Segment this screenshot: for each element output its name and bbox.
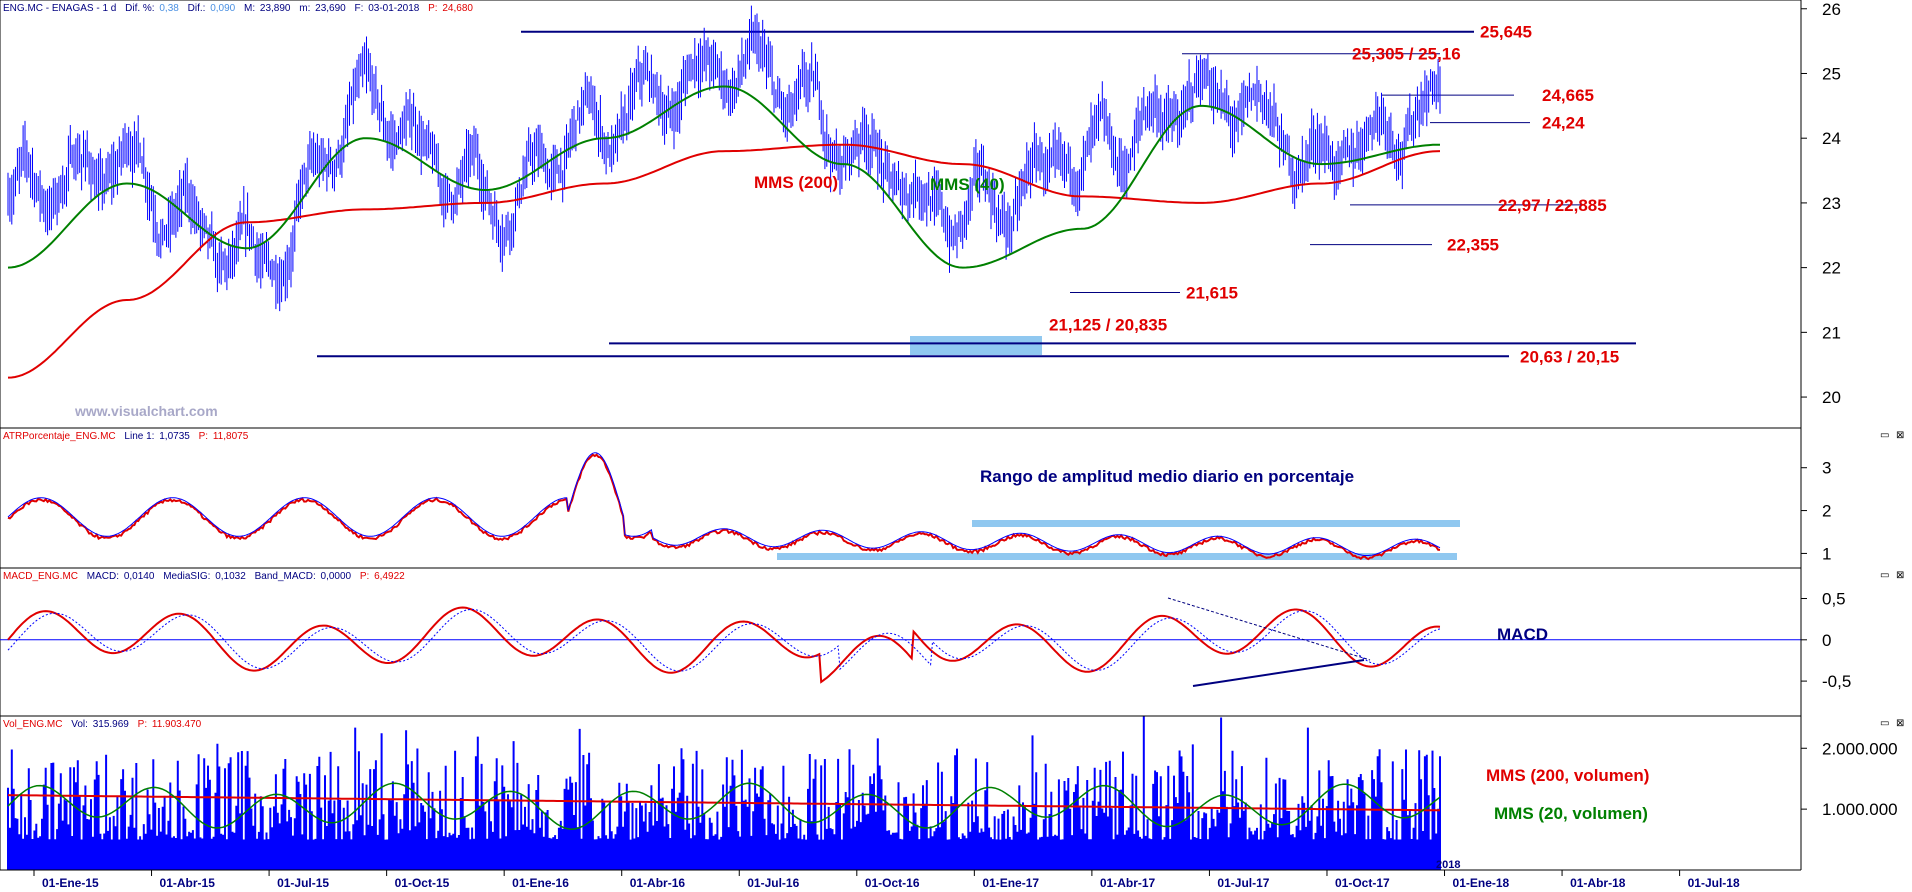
x-tick-label: 01-Jul-16	[747, 876, 799, 890]
macd-line	[7, 606, 1441, 684]
mms200-line	[7, 143, 1441, 379]
level-label: 21,125 / 20,835	[1049, 315, 1167, 334]
support-zone-highlight	[910, 336, 1042, 355]
y-tick-label: 20	[1822, 388, 1841, 407]
atr-header: ATRPorcentaje_ENG.MC Line 1: 1,0735 P: 1…	[3, 431, 249, 442]
y-axis-ticks: 202122232425261230,50-0,52.000.0001.000.…	[1801, 0, 1898, 819]
panel-window-controls: ▭ ⊠ ▭ ⊠ ▭ ⊠	[1880, 430, 1904, 729]
y-tick-label: 0	[1822, 631, 1831, 650]
level-label: 24,665	[1542, 86, 1594, 105]
y-tick-label: 21	[1822, 323, 1841, 342]
atr-plot-area	[0, 427, 1802, 569]
level-label: 20,63 / 20,15	[1520, 347, 1619, 366]
y-tick-label: 2.000.000	[1822, 739, 1898, 758]
level-label: 22,355	[1447, 236, 1499, 255]
atr-annotation: Rango de amplitud medio diario en porcen…	[980, 467, 1354, 486]
minimize-icon[interactable]: ▭	[1880, 430, 1889, 441]
y-tick-label: 1.000.000	[1822, 800, 1898, 819]
volume-mms20-line	[7, 782, 1441, 830]
level-label: 22,97 / 22,885	[1498, 196, 1607, 215]
x-tick-label: 01-Oct-16	[865, 876, 920, 890]
y-tick-label: 26	[1822, 0, 1841, 19]
x-axis: 01-Ene-15 01-Abr-15 01-Jul-15 01-Oct-15 01-E…	[0, 869, 1801, 890]
x-tick-label: 01-Oct-15	[395, 876, 450, 890]
macd-trendline-down	[1167, 597, 1371, 661]
volume-bar-path	[7, 716, 1441, 870]
y-tick-label: 1	[1822, 544, 1831, 563]
y-tick-label: 23	[1822, 194, 1841, 213]
axis-background	[1801, 0, 1912, 892]
level-labels: 25,645 25,305 / 25,16 24,665 24,24 22,97 / 2…	[1049, 23, 1619, 367]
x-tick-label: 01-Abr-16	[630, 876, 686, 890]
close-icon[interactable]: ⊠	[1896, 718, 1904, 729]
x-tick-label: 01-Jul-18	[1688, 876, 1740, 890]
close-icon[interactable]: ⊠	[1896, 570, 1904, 581]
atr-line	[7, 453, 1441, 561]
y-tick-label: 3	[1822, 459, 1831, 478]
price-bar-path	[7, 5, 1441, 312]
y-tick-label: 24	[1822, 129, 1841, 148]
x-tick-label: 01-Abr-17	[1100, 876, 1156, 890]
y-tick-label: 22	[1822, 259, 1841, 278]
watermark: www.visualchart.com	[74, 403, 218, 419]
price-bars	[7, 5, 1441, 312]
x-tick-label: 01-Ene-17	[982, 876, 1039, 890]
mms200-label: MMS (200)	[754, 173, 838, 192]
macd-header: MACD_ENG.MC MACD: 0,0140 MediaSIG: 0,103…	[3, 571, 405, 582]
y-tick-label: 2	[1822, 502, 1831, 521]
y-tick-label: 25	[1822, 64, 1841, 83]
level-label: 24,24	[1542, 114, 1585, 133]
minimize-icon[interactable]: ▭	[1880, 570, 1889, 581]
mms40-label: MMS (40)	[930, 175, 1005, 194]
year-marker: 2018	[1436, 859, 1460, 871]
x-tick-label: 01-Jul-15	[277, 876, 329, 890]
volume-mms200-label: MMS (200, volumen)	[1486, 766, 1649, 785]
level-label: 21,615	[1186, 284, 1238, 303]
level-lines	[317, 30, 1636, 358]
x-tick-label: 01-Abr-15	[160, 876, 216, 890]
price-panel: ENG.MC - ENAGAS - 1 d Dif. %: 0,38 Dif.:…	[0, 0, 1802, 429]
x-tick-label: 01-Ene-16	[512, 876, 569, 890]
x-tick-label: 01-Abr-18	[1570, 876, 1626, 890]
close-icon[interactable]: ⊠	[1896, 430, 1904, 441]
macd-trendline-up	[1192, 659, 1365, 687]
volume-header: Vol_ENG.MC Vol: 315.969 P: 11.903.470	[3, 719, 202, 730]
level-label: 25,645	[1480, 23, 1532, 42]
macd-signal-line	[7, 608, 1441, 672]
price-header: ENG.MC - ENAGAS - 1 d Dif. %: 0,38 Dif.:…	[3, 3, 473, 14]
x-tick-label: 01-Ene-18	[1453, 876, 1510, 890]
x-tick-label: 01-Ene-15	[42, 876, 99, 890]
volume-mms200-line	[7, 794, 1440, 812]
volume-mms20-label: MMS (20, volumen)	[1494, 804, 1648, 823]
x-tick-label: 01-Oct-17	[1335, 876, 1390, 890]
atr-panel: ATRPorcentaje_ENG.MC Line 1: 1,0735 P: 1…	[0, 427, 1802, 569]
volume-bars	[7, 716, 1441, 870]
atr-range-upper	[972, 520, 1460, 527]
macd-panel: MACD_ENG.MC MACD: 0,0140 MediaSIG: 0,103…	[0, 567, 1802, 717]
y-tick-label: -0,5	[1822, 672, 1851, 691]
volume-panel: Vol_ENG.MC Vol: 315.969 P: 11.903.470 MM…	[0, 715, 1802, 871]
x-tick-label: 01-Jul-17	[1217, 876, 1269, 890]
macd-annotation: MACD	[1497, 625, 1548, 644]
mms40-line	[7, 85, 1440, 269]
level-label: 25,305 / 25,16	[1352, 45, 1461, 64]
right-axis: 202122232425261230,50-0,52.000.0001.000.…	[1800, 0, 1912, 892]
atr-average-line	[7, 452, 1441, 556]
minimize-icon[interactable]: ▭	[1880, 718, 1889, 729]
y-tick-label: 0,5	[1822, 590, 1846, 609]
atr-range-lower	[777, 553, 1457, 560]
